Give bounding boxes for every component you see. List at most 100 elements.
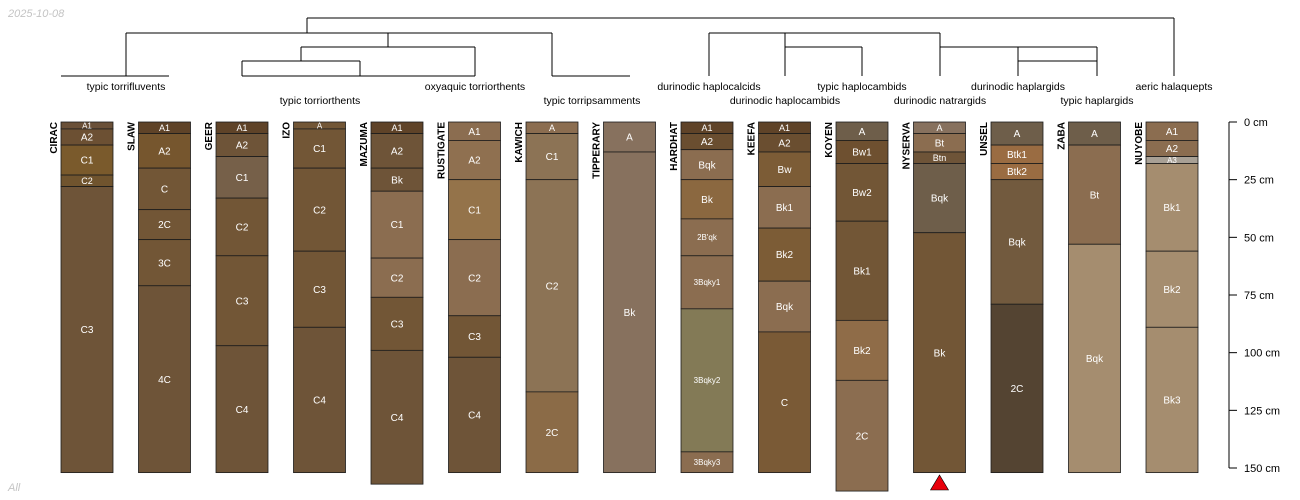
horizon-label: C1 <box>546 152 559 163</box>
horizon-label: 2C <box>158 220 171 231</box>
horizon-c4 <box>293 326 346 474</box>
horizon-c4 <box>448 356 501 474</box>
horizon-label: C4 <box>313 396 326 407</box>
horizon-label: A2 <box>778 138 791 149</box>
profile-name: HARDHAT <box>669 122 680 171</box>
horizon-bk1 <box>835 220 889 321</box>
horizon-c3 <box>293 250 346 328</box>
horizon-bk <box>603 151 656 474</box>
horizon-c1 <box>525 133 579 181</box>
taxon-label-typic-torripsamments: typic torripsamments <box>544 95 641 107</box>
horizon-label: A <box>626 133 633 144</box>
profile-tipperary: A Bk TIPPERARY <box>592 121 656 474</box>
horizon-bk2 <box>1145 250 1199 328</box>
horizon-label: Bk <box>701 195 714 206</box>
horizon-label: C2 <box>313 205 326 216</box>
horizon-bqk <box>990 179 1044 305</box>
horizon-label: A2 <box>236 141 249 152</box>
horizon-a2 <box>448 140 501 181</box>
profile-name: RUSTIGATE <box>437 122 448 179</box>
horizon-label: A1 <box>779 123 790 133</box>
horizon-label: C1 <box>81 156 94 167</box>
horizon-label: Bw <box>778 165 793 176</box>
horizon-3bqky3 <box>680 451 734 474</box>
profile-koyen: A Bw1 Bw2 Bk1 Bk2 2C KOYEN <box>824 121 889 492</box>
dendrogram <box>61 17 1175 77</box>
profile-name: ZABA <box>1057 122 1068 150</box>
horizon-label: C2 <box>468 273 481 284</box>
horizon-c2 <box>215 197 269 257</box>
horizon-label: A1 <box>82 121 92 130</box>
horizon-label: 2C <box>856 431 869 442</box>
horizon-label: Bqk <box>1086 354 1104 365</box>
horizon-label: C3 <box>236 296 249 307</box>
horizon-label: Bqk <box>931 194 949 205</box>
profile-nyserva: A Bt Btn Bqk Bk NYSERVA <box>902 121 966 474</box>
horizon-label: Bt <box>935 138 945 149</box>
horizon-label: C1 <box>391 220 404 231</box>
date-label: 2025-10-08 <box>8 8 65 20</box>
highlight-marker <box>929 474 950 491</box>
horizon-label: Bk2 <box>776 250 794 261</box>
horizon-c2 <box>448 239 501 317</box>
horizon-c3 <box>370 296 424 351</box>
horizon-label: C3 <box>468 332 481 343</box>
profile-keefa: A1 A2 Bw Bk1 Bk2 Bqk C KEEFA <box>747 121 811 474</box>
horizon-3bqky1 <box>680 255 734 310</box>
horizon-label: A1 <box>236 123 247 133</box>
horizon-c4 <box>370 349 424 485</box>
depth-axis: 0 cm 25 cm 50 cm 75 cm 100 cm 125 cm 150 cm <box>1228 117 1280 475</box>
horizon-c2 <box>525 179 579 393</box>
horizon-c4 <box>215 345 269 474</box>
horizon-bk <box>913 232 966 474</box>
horizon-label: Bk1 <box>1163 203 1181 214</box>
horizon-label: C3 <box>313 285 326 296</box>
taxon-label-durinodic-haplargids: durinodic haplargids <box>971 81 1065 93</box>
taxon-label-durinodic-natrargids: durinodic natrargids <box>894 95 986 107</box>
horizon-label: Bk <box>624 308 637 319</box>
profile-name: KEEFA <box>747 122 758 155</box>
horizon-label: A <box>936 123 942 133</box>
taxon-label-oxyaquic-torriorthents: oxyaquic torriorthents <box>425 81 525 93</box>
horizon-label: C1 <box>468 205 481 216</box>
profile-name: NUYOBE <box>1134 122 1145 165</box>
horizon-label: C2 <box>546 281 559 292</box>
taxon-label-aeric-halaquepts: aeric halaquepts <box>1135 81 1212 93</box>
horizon-bk1 <box>758 186 811 229</box>
horizon-label: C2 <box>81 176 93 186</box>
horizon-label: C3 <box>391 319 404 330</box>
horizon-label: C <box>161 184 168 195</box>
horizon-label: 3Bqky1 <box>694 278 721 287</box>
horizon-label: C2 <box>236 223 249 234</box>
profile-name: SLAW <box>127 121 138 150</box>
horizon-bqk <box>680 149 734 181</box>
horizon-label: A1 <box>701 123 712 133</box>
horizon-bk3 <box>1145 326 1199 474</box>
horizon-label: C2 <box>391 273 404 284</box>
taxon-label-typic-torriorthents: typic torriorthents <box>280 95 361 107</box>
depth-tick-label: 100 cm <box>1244 348 1280 360</box>
horizon-c1 <box>215 156 269 199</box>
taxon-label-typic-torrifluvents: typic torrifluvents <box>87 81 166 93</box>
horizon-label: A1 <box>468 127 481 138</box>
profile-name: KAWICH <box>514 122 525 163</box>
horizon-label: 4C <box>158 375 171 386</box>
horizon-label: Bk1 <box>776 203 794 214</box>
horizon-label: C <box>781 398 788 409</box>
horizon-label: C3 <box>81 325 94 336</box>
horizon-label: A2 <box>158 146 171 157</box>
horizon-label: 2B'qk <box>697 233 718 242</box>
taxon-label-typic-haplargids: typic haplargids <box>1061 95 1134 107</box>
horizon-label: A1 <box>159 123 170 133</box>
depth-tick-label: 50 cm <box>1244 232 1274 244</box>
horizon-bk1 <box>1145 163 1199 252</box>
horizon-c1 <box>448 179 501 241</box>
taxon-label-typic-haplocambids: typic haplocambids <box>817 81 906 93</box>
profile-name: KOYEN <box>824 122 835 158</box>
taxon-label-durinodic-haplocalcids: durinodic haplocalcids <box>657 81 760 93</box>
horizon-label: C4 <box>391 413 404 424</box>
profile-name: TIPPERARY <box>592 122 603 179</box>
profile-hardhat: A1 A2 Bqk Bk 2B'qk 3Bqky1 3Bqky2 3Bqky3 HARDHAT <box>669 121 734 474</box>
horizon-label: A <box>549 123 555 133</box>
depth-tick-label: 125 cm <box>1244 405 1280 417</box>
